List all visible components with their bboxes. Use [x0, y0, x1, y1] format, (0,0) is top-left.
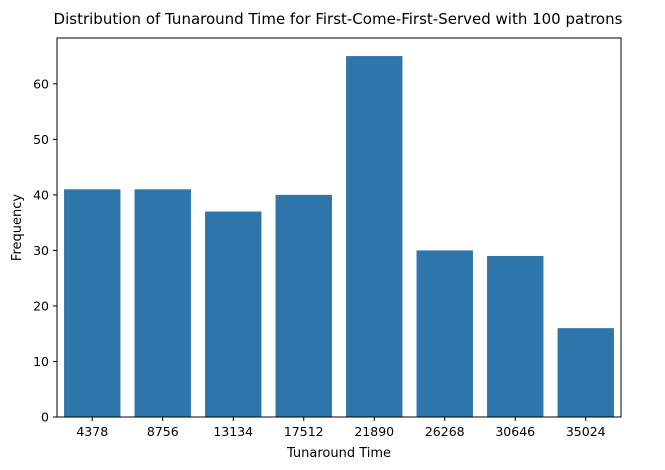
- bar-30646: [487, 255, 544, 417]
- bar-4378: [64, 189, 121, 417]
- x-tick-label: 4378: [76, 424, 108, 439]
- bar-13134: [205, 211, 262, 417]
- bar-26268: [416, 250, 473, 417]
- x-tick-label: 30646: [495, 424, 535, 439]
- bar-21890: [346, 56, 403, 418]
- bar-35024: [557, 328, 614, 417]
- y-tick-label: 20: [33, 298, 49, 313]
- x-tick-label: 8756: [147, 424, 179, 439]
- bar-17512: [275, 194, 332, 417]
- x-tick-label: 13134: [213, 424, 253, 439]
- bars-group: [64, 56, 614, 418]
- x-tick-label: 21890: [354, 424, 394, 439]
- x-axis-label: Tunaround Time: [286, 446, 391, 461]
- x-tick-label: 35024: [566, 424, 606, 439]
- y-tick-label: 0: [41, 410, 49, 425]
- y-axis-ticks: 0 10 20 30 40 50 60: [33, 76, 57, 425]
- y-axis-label: Frequency: [10, 194, 25, 261]
- plot-area-frame: [56, 37, 622, 418]
- x-tick-label: 26268: [425, 424, 465, 439]
- x-tick-label: 17512: [284, 424, 324, 439]
- y-tick-label: 60: [33, 76, 49, 91]
- y-tick-label: 10: [33, 354, 49, 369]
- y-tick-label: 30: [33, 243, 49, 258]
- bar-8756: [134, 189, 191, 417]
- x-axis-ticks: 4378 8756 13134 17512 21890 26268 30646 35024: [76, 417, 606, 439]
- chart-title: Distribution of Tunaround Time for First…: [54, 10, 623, 28]
- y-tick-label: 50: [33, 132, 49, 147]
- y-tick-label: 40: [33, 187, 49, 202]
